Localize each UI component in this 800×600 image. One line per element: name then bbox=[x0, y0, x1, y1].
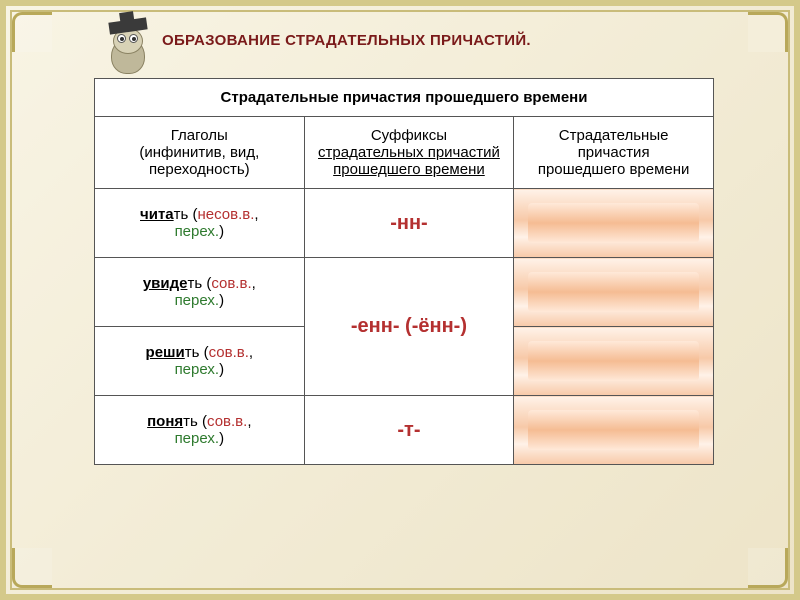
owl-icon bbox=[105, 22, 151, 78]
highlight-placeholder bbox=[528, 272, 699, 312]
suffix-cell: -т- bbox=[304, 396, 514, 465]
col-header-suffixes: Суффиксы страдательных причастий прошедш… bbox=[304, 117, 514, 189]
highlight-placeholder bbox=[528, 410, 699, 450]
participle-cell bbox=[514, 327, 714, 396]
participle-cell bbox=[514, 396, 714, 465]
frame-corner bbox=[12, 12, 52, 52]
suffix-cell: -енн- (-ённ-) bbox=[304, 258, 514, 396]
participle-cell bbox=[514, 189, 714, 258]
participle-cell bbox=[514, 258, 714, 327]
frame-corner bbox=[748, 12, 788, 52]
table-super-header: Страдательные причастия прошедшего време… bbox=[95, 79, 714, 117]
col-header-participles: Страдательные причастия прошедшего време… bbox=[514, 117, 714, 189]
table-row: понять (сов.в., перех.) -т- bbox=[95, 396, 714, 465]
table-row: увидеть (сов.в., перех.) -енн- (-ённ-) bbox=[95, 258, 714, 327]
verb-cell: увидеть (сов.в., перех.) bbox=[95, 258, 305, 327]
table-row: читать (несов.в., перех.) -нн- bbox=[95, 189, 714, 258]
table-super-header-row: Страдательные причастия прошедшего време… bbox=[95, 79, 714, 117]
col-header-verbs: Глаголы (инфинитив, вид, переходность) bbox=[95, 117, 305, 189]
verb-cell: читать (несов.в., перех.) bbox=[95, 189, 305, 258]
suffix-cell: -нн- bbox=[304, 189, 514, 258]
highlight-placeholder bbox=[528, 341, 699, 381]
grammar-table: Страдательные причастия прошедшего време… bbox=[94, 78, 714, 465]
frame-corner bbox=[12, 548, 52, 588]
table-header-row: Глаголы (инфинитив, вид, переходность) С… bbox=[95, 117, 714, 189]
page-title: ОБРАЗОВАНИЕ СТРАДАТЕЛЬНЫХ ПРИЧАСТИЙ. bbox=[162, 32, 531, 49]
highlight-placeholder bbox=[528, 203, 699, 243]
verb-cell: понять (сов.в., перех.) bbox=[95, 396, 305, 465]
verb-cell: решить (сов.в., перех.) bbox=[95, 327, 305, 396]
frame-corner bbox=[748, 548, 788, 588]
